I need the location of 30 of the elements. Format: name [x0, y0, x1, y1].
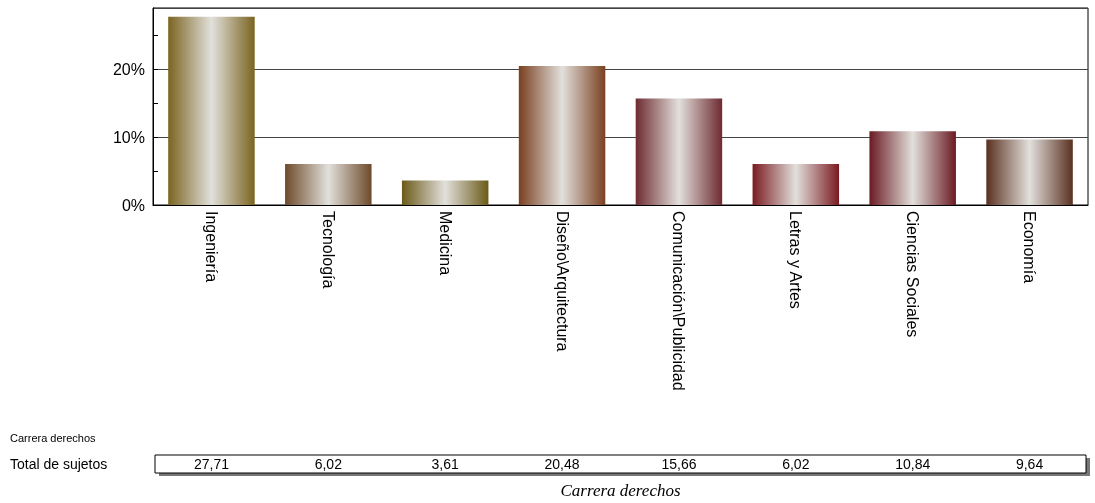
bar [285, 164, 372, 205]
text: Carrera derechos [560, 480, 681, 500]
x-tick-label: Ingeniería [202, 211, 220, 283]
data-label: 6,02 [782, 456, 810, 472]
bar [168, 16, 255, 205]
bar [986, 139, 1073, 205]
data-label: 3,61 [431, 456, 460, 472]
data-label: 10,84 [895, 456, 931, 472]
x-tick-label: Medicina [436, 211, 454, 276]
y-tick-label: 0% [121, 196, 145, 214]
x-tick-label: Comunicación\Publicidad [670, 211, 688, 391]
x-tick-label: Ciencias Sociales [904, 211, 922, 338]
bar [518, 65, 606, 205]
x-tick-label: Diseño\Arquitectura [553, 211, 571, 352]
bar [869, 131, 956, 205]
data-label: 15,66 [661, 456, 697, 472]
text: Carrera derechos [10, 432, 97, 444]
data-label: 9,64 [1015, 456, 1044, 472]
data-label: 6,02 [314, 456, 343, 472]
bar [635, 98, 723, 205]
y-tick-label: 20% [112, 60, 145, 78]
x-tick-label: Letras y Artes [787, 211, 805, 309]
x-tick-label: Tecnología [319, 211, 337, 289]
bar [401, 180, 489, 205]
x-tick-label: Economía [1021, 211, 1039, 284]
data-label: 20,48 [544, 456, 580, 472]
data-label: 27,71 [193, 456, 230, 472]
y-tick-label: 10% [112, 128, 145, 146]
text: Total de sujetos [10, 456, 108, 472]
bar [752, 164, 840, 205]
